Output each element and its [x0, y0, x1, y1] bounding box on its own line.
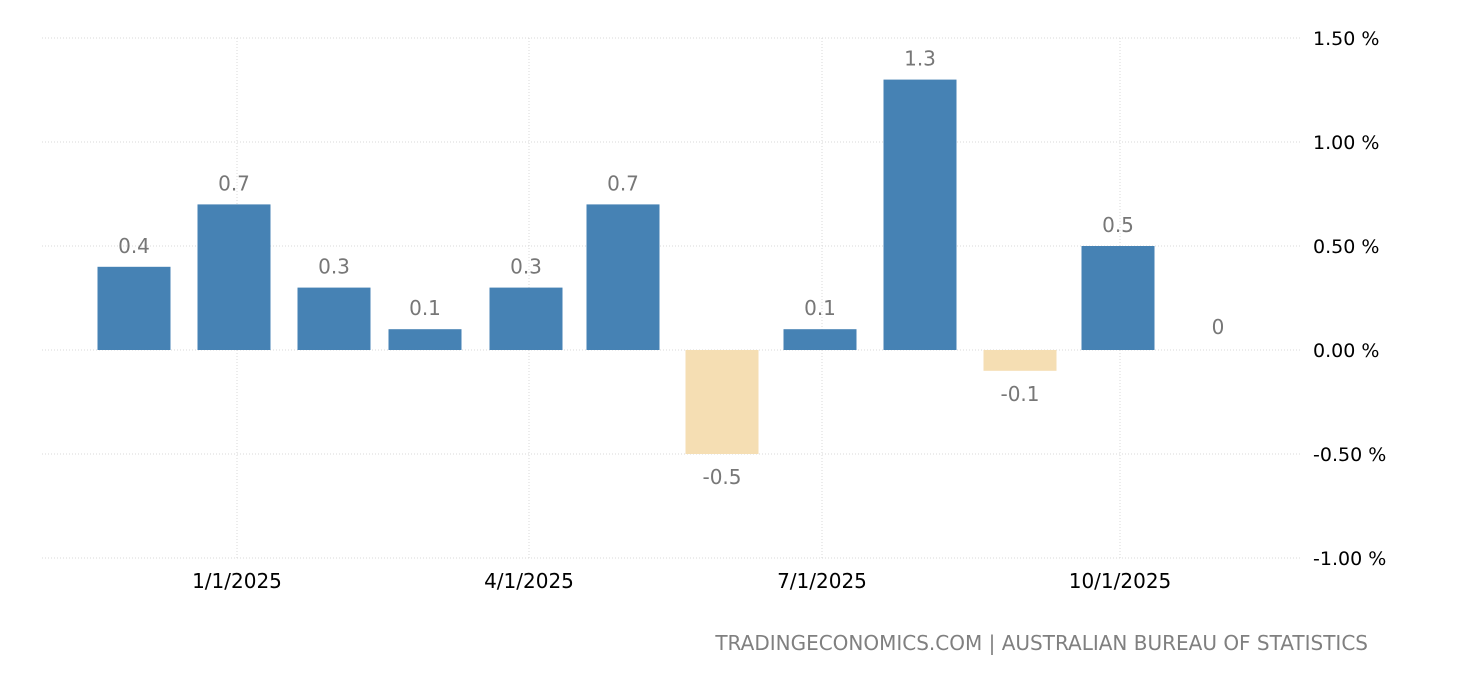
data-label: 0.1 [804, 296, 836, 320]
bar [983, 350, 1057, 371]
bar [297, 287, 371, 350]
x-tick-label: 7/1/2025 [777, 569, 867, 593]
bar [586, 204, 660, 350]
x-tick-label: 4/1/2025 [484, 569, 574, 593]
data-label: -0.1 [1000, 382, 1039, 406]
data-label: 0.7 [218, 171, 250, 195]
data-label: 0.3 [510, 255, 542, 279]
x-axis-tick-labels: 1/1/2025 4/1/2025 7/1/2025 10/1/2025 [192, 569, 1171, 593]
y-tick-label: 0.50 % [1313, 236, 1379, 258]
data-labels: 0.4 0.7 0.3 0.1 0.3 0.7 -0.5 0.1 1.3 -0.1 0.5 0 [118, 47, 1224, 489]
y-axis-tick-labels: 1.50 % 1.00 % 0.50 % 0.00 % -0.50 % -1.00 % [1313, 28, 1386, 570]
data-label: 0.4 [118, 234, 150, 258]
data-label: 0.7 [607, 171, 639, 195]
bar [1081, 246, 1155, 350]
y-tick-label: 1.50 % [1313, 28, 1379, 50]
bar [685, 350, 759, 454]
bar [783, 329, 857, 350]
source-attribution: TRADINGECONOMICS.COM | AUSTRALIAN BUREAU… [714, 631, 1368, 655]
y-tick-label: 0.00 % [1313, 340, 1379, 362]
y-tick-label: 1.00 % [1313, 132, 1379, 154]
data-label: -0.5 [702, 465, 741, 489]
bar-series [97, 79, 1155, 454]
bar [197, 204, 271, 350]
x-tick-label: 10/1/2025 [1069, 569, 1172, 593]
data-label: 0.1 [409, 296, 441, 320]
data-label: 0.5 [1102, 213, 1134, 237]
data-label: 0.3 [318, 255, 350, 279]
y-tick-label: -0.50 % [1313, 444, 1386, 466]
data-label: 1.3 [904, 47, 936, 71]
bar [97, 266, 171, 350]
y-tick-label: -1.00 % [1313, 548, 1386, 570]
bar [883, 79, 957, 350]
data-label: 0 [1212, 315, 1225, 339]
bar [489, 287, 563, 350]
x-tick-label: 1/1/2025 [192, 569, 282, 593]
bar [388, 329, 462, 350]
